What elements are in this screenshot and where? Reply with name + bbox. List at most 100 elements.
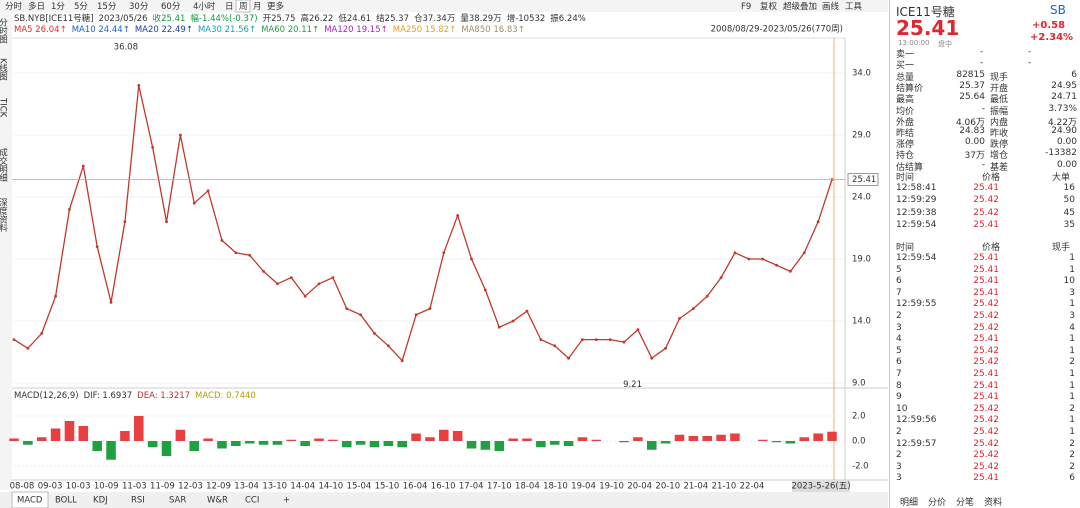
stat-cell: 0.00 bbox=[1056, 137, 1077, 148]
x-tick-label: 16-04 bbox=[403, 482, 428, 492]
price-point bbox=[775, 263, 778, 267]
indicator-tab[interactable]: W&R bbox=[207, 496, 228, 506]
x-tick-label: 19-10 bbox=[599, 482, 624, 492]
price-point bbox=[331, 276, 335, 279]
panel-tab[interactable]: 分价 bbox=[928, 498, 947, 508]
macd-bar bbox=[799, 437, 810, 441]
ma-legend: MA5 26.04↑ MA10 24.44↑ MA20 22.49↑ MA30 21.… bbox=[14, 25, 525, 35]
list-cell: 25.42 bbox=[973, 427, 999, 437]
panel-tab[interactable]: 明细 bbox=[900, 498, 919, 508]
indicator-tab[interactable]: CCI bbox=[245, 496, 259, 506]
macd-bar bbox=[716, 434, 726, 441]
price-point bbox=[428, 307, 432, 311]
tool-button[interactable]: F9 bbox=[741, 2, 751, 12]
indicator-tab[interactable]: SAR bbox=[169, 496, 186, 506]
y-tick-label: 29.0 bbox=[852, 130, 871, 140]
price-point bbox=[220, 238, 224, 242]
indicator-tab[interactable]: RSI bbox=[131, 496, 145, 506]
list-cell: 25.42 bbox=[973, 207, 999, 218]
macd-bar bbox=[92, 441, 102, 451]
list-cell: 3 bbox=[896, 461, 902, 472]
stat-cell: - bbox=[981, 159, 985, 170]
tool-button[interactable]: 画线 bbox=[822, 1, 840, 12]
price-point bbox=[622, 340, 626, 344]
price-point bbox=[719, 276, 723, 279]
stat-cell: 估结算 bbox=[896, 162, 924, 173]
period-tab[interactable]: 日 bbox=[225, 2, 234, 12]
stat-cell: 基差 bbox=[990, 162, 1009, 173]
panel-tab[interactable]: 资料 bbox=[984, 498, 1003, 508]
period-tab[interactable]: 分时 bbox=[5, 1, 23, 12]
period-tab[interactable]: 多日 bbox=[28, 1, 45, 12]
x-tick-label: 17-04 bbox=[459, 482, 484, 492]
stat-cell: 总量 bbox=[896, 73, 915, 83]
price-point bbox=[26, 346, 30, 350]
stat-cell: 结算价 bbox=[896, 84, 924, 95]
macd-bar bbox=[120, 431, 130, 441]
price-point bbox=[248, 253, 252, 257]
list-header: 大单 bbox=[1052, 173, 1071, 183]
quote-time: 13:00:00 bbox=[898, 39, 930, 47]
list-cell: 25.42 bbox=[973, 403, 999, 414]
tool-button[interactable]: 超级叠加 bbox=[783, 1, 817, 12]
ma-item: MA5 26.04↑ bbox=[14, 25, 67, 35]
macd-bar bbox=[78, 426, 89, 441]
list-cell: 25.41 bbox=[973, 276, 999, 287]
period-tab[interactable]: 30分 bbox=[129, 2, 149, 12]
stat-cell: 内盘 bbox=[990, 117, 1009, 128]
indicator-tab[interactable]: KDJ bbox=[93, 496, 108, 506]
list-cell: 16 bbox=[1063, 183, 1075, 193]
tool-button[interactable]: 复权 bbox=[760, 1, 778, 12]
x-tick-label: 21-10 bbox=[712, 482, 737, 492]
price-point bbox=[525, 309, 529, 313]
list-cell: 25.42 bbox=[973, 322, 999, 333]
period-tab[interactable]: 周 bbox=[239, 2, 248, 12]
order-book-cell: - bbox=[980, 47, 984, 57]
price-point bbox=[608, 338, 612, 342]
period-tab[interactable]: 5分 bbox=[74, 2, 88, 12]
price-point bbox=[483, 288, 487, 292]
list-cell: 3 bbox=[1069, 311, 1075, 321]
sidebar-tab[interactable]: 深度资料 bbox=[0, 198, 8, 233]
macd-legend: DEA: 1.3217 bbox=[137, 391, 190, 401]
period-tab[interactable]: 1分 bbox=[51, 2, 65, 12]
indicator-tab[interactable]: MACD bbox=[17, 496, 43, 506]
active-tab bbox=[11, 491, 49, 508]
stat-cell: 4.06万 bbox=[955, 117, 985, 128]
price-point bbox=[650, 356, 654, 360]
stat-cell: 24.95 bbox=[1051, 81, 1077, 92]
price-point bbox=[40, 332, 44, 335]
indicator-tab[interactable]: + bbox=[283, 496, 290, 506]
ma-item: MA60 20.11↑ bbox=[261, 25, 319, 35]
list-cell: 50 bbox=[1063, 195, 1075, 206]
list-cell: 10 bbox=[1063, 276, 1075, 287]
period-tab[interactable]: 15分 bbox=[97, 2, 117, 12]
ma-item: MA850 16.83↑ bbox=[461, 25, 525, 35]
macd-bar bbox=[646, 441, 657, 450]
panel-tab[interactable]: 分笔 bbox=[956, 498, 975, 508]
x-tick-label: 17-10 bbox=[487, 482, 512, 492]
x-tick-label: 21-04 bbox=[683, 482, 708, 492]
macd-bar bbox=[730, 433, 740, 441]
list-cell: 25.42 bbox=[973, 450, 999, 461]
period-tab[interactable]: 更多 bbox=[267, 1, 285, 12]
stat-cell: 24.83 bbox=[959, 126, 985, 136]
period-tab[interactable]: 60分 bbox=[161, 2, 181, 12]
x-tick-label: 13-04 bbox=[234, 482, 259, 492]
indicator-tab[interactable]: BOLL bbox=[55, 496, 77, 506]
list-cell: 25.41 bbox=[973, 369, 999, 379]
period-tab[interactable]: 4小时 bbox=[193, 1, 216, 12]
sidebar-tab[interactable]: TICK bbox=[0, 97, 8, 118]
tool-button[interactable]: 工具 bbox=[845, 2, 863, 12]
sidebar-tab[interactable]: 成交明细 bbox=[0, 147, 8, 183]
sidebar-tab[interactable]: K线图 bbox=[0, 58, 8, 82]
price-line bbox=[13, 85, 833, 362]
price-point bbox=[442, 251, 446, 255]
period-tab[interactable]: 月 bbox=[253, 2, 262, 12]
macd-bar bbox=[134, 416, 144, 441]
list-cell: 1 bbox=[1069, 427, 1075, 437]
sidebar-tab[interactable]: 分时图 bbox=[0, 18, 8, 44]
price-point bbox=[262, 269, 265, 273]
list-cell: 25.41 bbox=[973, 264, 999, 275]
y-tick-label: 0.0 bbox=[852, 437, 866, 447]
